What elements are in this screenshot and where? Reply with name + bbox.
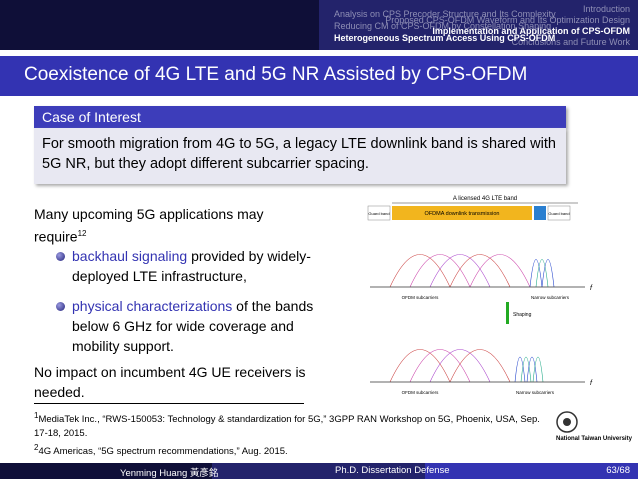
footnote-text: 4G Americas, “5G spectrum recommendation… [38, 446, 288, 458]
block-title: Case of Interest [42, 109, 141, 125]
figure-label: Guard band [548, 211, 569, 216]
conclusion: No impact on incumbent 4G UE receivers i… [34, 364, 306, 400]
footnote: 1MediaTek Inc., “RWS-150053: Technology … [34, 409, 554, 441]
highlight: backhaul signaling [72, 248, 188, 264]
axis-label: f [590, 380, 593, 387]
bullet-text: of the bands below 6 GHz for wide covera… [72, 298, 314, 354]
title-bar [0, 56, 638, 96]
footer-middle [212, 463, 425, 479]
footer-page: 63/68 [606, 465, 630, 476]
bullet [56, 302, 65, 311]
figure-label: Guard band [368, 211, 389, 216]
footnote: 24G Americas, “5G spectrum recommendatio… [34, 441, 554, 459]
figure-label: OFDM subcarriers [402, 390, 440, 395]
guard [547, 205, 571, 221]
guard [367, 205, 391, 221]
ofdma-box [392, 206, 532, 220]
nav-item[interactable]: Analysis on CPS Precoder Structure and I… [334, 9, 556, 19]
block-header [34, 106, 566, 128]
logo-text: National Taiwan University [556, 436, 632, 442]
figure-label: Narrow subcarriers [531, 295, 570, 300]
nav-item[interactable]: Heterogeneous Spectrum Access Using CPS-… [334, 33, 556, 43]
narrow-box [534, 206, 546, 220]
intro: Many upcoming 5G applications may requir… [34, 204, 299, 247]
bullet-item: physical characterizations of the bands … [72, 296, 322, 356]
footer-left [0, 463, 212, 479]
bullet [56, 252, 65, 261]
logo-emblem [556, 411, 578, 433]
slide-title: Coexistence of 4G LTE and 5G NR Assisted… [24, 64, 528, 85]
footer-event: Ph.D. Dissertation Defense [335, 465, 450, 476]
subcarriers-bottom [389, 349, 544, 383]
figure-label: Narrow subcarriers [516, 390, 555, 395]
block-body [34, 128, 566, 184]
nav-item[interactable]: Reducing CM of CPS-OFDM by Constellation… [334, 21, 552, 31]
block-text: For smooth migration from 4G to 5G, a le… [42, 136, 556, 172]
nav-item[interactable]: Proposed CPS-OFDM Waveform and Its Optim… [385, 15, 630, 25]
subcarriers-top [389, 254, 555, 288]
figure-label: A licensed 4G LTE band [453, 196, 517, 202]
footer-author: Yenming Huang 黃彥銘 [120, 468, 219, 479]
footnote-rule [34, 403, 304, 404]
axis-label: f [590, 285, 593, 292]
highlight: physical characterizations [72, 298, 233, 314]
footnote-mark: 1 [34, 411, 39, 420]
footnote-mark: 1 [77, 229, 83, 238]
header-left [0, 0, 319, 50]
bullet-text: provided by widely-deployed LTE infrastr… [72, 248, 311, 284]
bullet-item: backhaul signaling provided by widely-de… [72, 246, 322, 286]
footnote-mark: 2 [82, 229, 87, 238]
figure: A licensed 4G LTE band Guard band OFDMA … [367, 196, 593, 395]
footnote-text: MediaTek Inc., “RWS-150053: Technology &… [34, 414, 540, 440]
footnote-mark: 2 [34, 443, 39, 452]
header-right [319, 0, 638, 50]
figure-label: Shaping [513, 312, 532, 318]
nav-item[interactable]: Introduction [582, 4, 630, 14]
intro-text: Many upcoming 5G applications may requir… [34, 206, 264, 245]
nav-item[interactable]: Implementation and Application of CPS-OF… [432, 26, 630, 36]
figure-label: OFDMA downlink transmission [425, 211, 500, 217]
nav-item[interactable]: Conclusions and Future Work [511, 37, 630, 47]
footer-right [425, 463, 638, 479]
shaping-arrow [506, 302, 509, 324]
figure-label: OFDM subcarriers [402, 295, 440, 300]
